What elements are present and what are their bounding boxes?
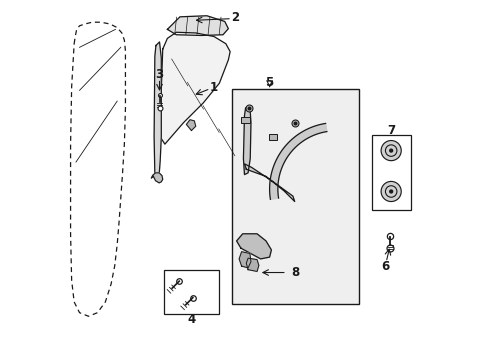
Polygon shape [239, 252, 250, 268]
Text: 5: 5 [265, 76, 273, 89]
Polygon shape [160, 32, 230, 144]
Polygon shape [154, 42, 161, 180]
Polygon shape [243, 107, 250, 175]
Circle shape [389, 190, 392, 193]
Polygon shape [269, 123, 326, 199]
Bar [268, 134, 277, 140]
Text: 3: 3 [155, 68, 163, 81]
Text: 4: 4 [187, 312, 196, 326]
Text: 2: 2 [231, 12, 239, 24]
Text: 8: 8 [290, 266, 299, 279]
Circle shape [389, 149, 392, 152]
Bar [163, 270, 219, 315]
Polygon shape [151, 173, 163, 183]
Bar [241, 117, 249, 123]
Text: 6: 6 [381, 260, 389, 273]
Polygon shape [167, 16, 228, 36]
Polygon shape [186, 120, 195, 131]
Polygon shape [246, 258, 258, 271]
Polygon shape [236, 234, 271, 259]
Polygon shape [244, 164, 294, 202]
Circle shape [380, 140, 400, 161]
Bar [371, 135, 410, 211]
Text: 7: 7 [386, 124, 394, 138]
Bar [231, 89, 359, 304]
Circle shape [380, 181, 400, 202]
Text: 1: 1 [209, 81, 218, 94]
